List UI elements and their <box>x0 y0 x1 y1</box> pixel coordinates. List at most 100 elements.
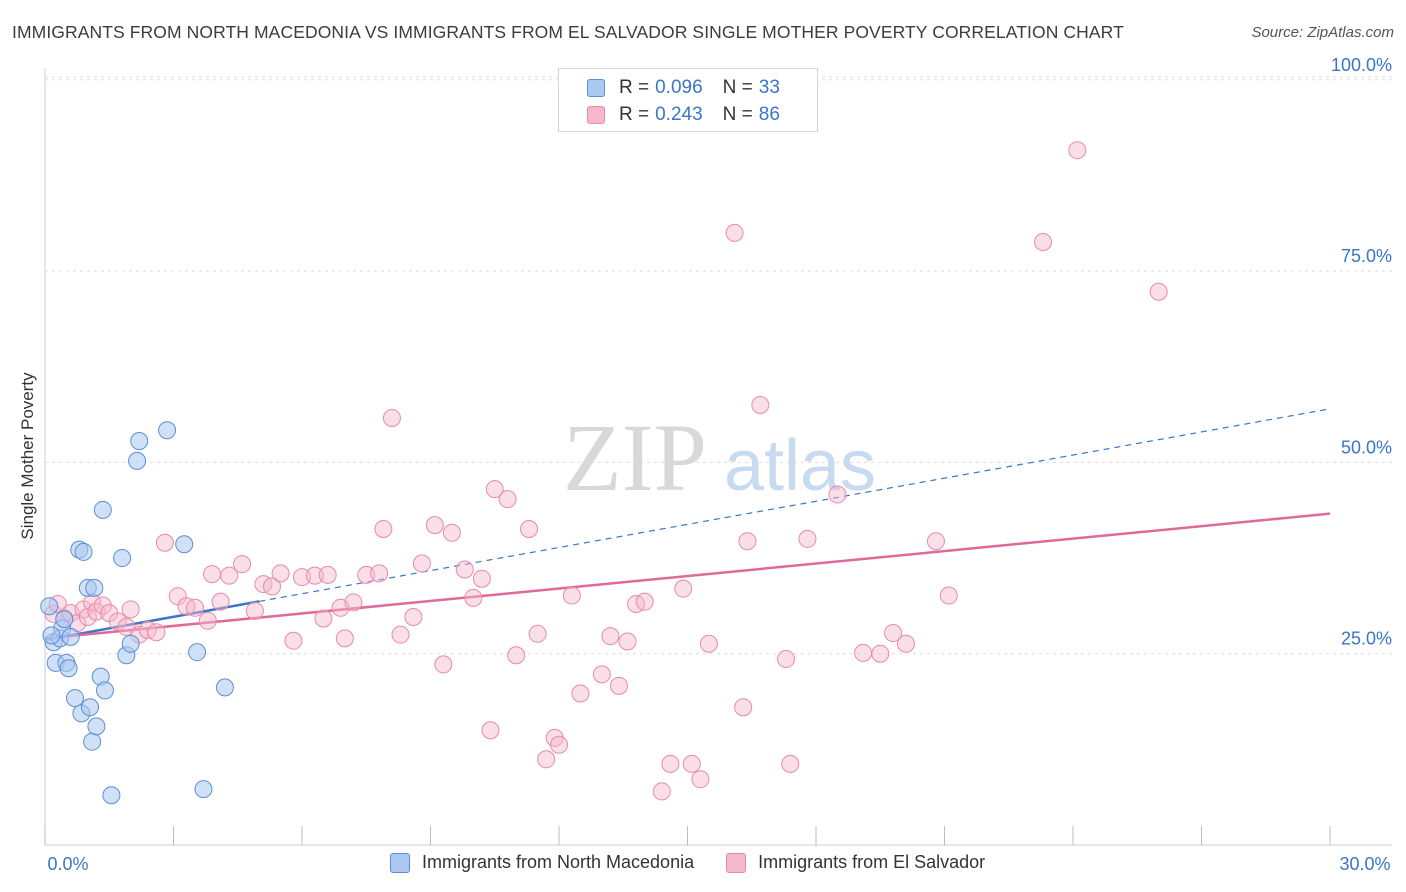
watermark-zip: ZIP <box>563 404 707 511</box>
data-point-el-salvador <box>284 631 303 650</box>
data-point-north-macedonia <box>40 597 59 616</box>
source-note: Source: ZipAtlas.com <box>1251 24 1394 41</box>
data-point-el-salvador <box>442 523 461 542</box>
data-point-el-salvador <box>198 611 217 630</box>
data-point-el-salvador <box>661 754 680 773</box>
data-point-el-salvador <box>507 646 526 665</box>
legend-n-value: 86 <box>758 104 780 125</box>
legend-n-label: N = <box>722 77 753 98</box>
legend-item-el-salvador[interactable]: Immigrants from El Salvador <box>726 852 985 873</box>
data-point-el-salvador <box>335 629 354 648</box>
legend-swatch-north-macedonia <box>390 852 410 873</box>
data-point-el-salvador <box>245 601 264 620</box>
data-point-el-salvador <box>550 735 568 754</box>
data-point-el-salvador <box>78 607 97 626</box>
data-point-el-salvador <box>777 650 796 669</box>
data-point-el-salvador <box>357 565 376 584</box>
legend-item-north-macedonia[interactable]: Immigrants from North Macedonia <box>390 852 694 873</box>
y-tick-label: 25.0% <box>1341 629 1392 649</box>
data-point-el-salvador <box>1149 282 1168 301</box>
data-point-el-salvador <box>674 579 693 598</box>
data-point-el-salvador <box>155 533 174 552</box>
data-point-north-macedonia <box>83 732 102 751</box>
legend-n-label: N = <box>722 104 753 125</box>
data-point-el-salvador <box>854 643 873 662</box>
data-point-north-macedonia <box>188 643 207 662</box>
series-el-salvador-points <box>44 141 1168 801</box>
data-point-el-salvador <box>305 566 324 585</box>
data-point-el-salvador <box>691 770 710 789</box>
data-point-el-salvador <box>871 644 890 663</box>
data-point-el-salvador <box>781 754 800 773</box>
data-point-north-macedonia <box>59 659 78 678</box>
legend-swatch-el-salvador <box>587 106 605 124</box>
data-point-el-salvador <box>592 665 611 684</box>
correlation-legend: R = 0.096 N = 33 R = 0.243 N = 86 <box>558 68 818 132</box>
legend-r-value: 0.096 <box>655 77 703 98</box>
legend-row-el-salvador: R = 0.243 N = 86 <box>587 102 780 128</box>
data-point-el-salvador <box>1068 141 1087 160</box>
data-point-el-salvador <box>374 519 393 538</box>
data-point-el-salvador <box>434 655 453 674</box>
data-point-el-salvador <box>318 565 337 584</box>
data-point-el-salvador <box>537 750 556 769</box>
data-point-el-salvador <box>121 600 140 619</box>
legend-label-north-macedonia: Immigrants from North Macedonia <box>422 852 695 872</box>
data-point-el-salvador <box>220 566 239 585</box>
data-point-north-macedonia <box>42 626 61 645</box>
data-point-el-salvador <box>263 577 282 596</box>
legend-r-label: R = <box>619 77 650 98</box>
axes: 0.0% 30.0% <box>44 68 1392 874</box>
data-point-el-salvador <box>185 598 204 617</box>
data-point-el-salvador <box>455 560 474 579</box>
data-point-el-salvador <box>528 624 547 643</box>
data-point-north-macedonia <box>113 549 132 568</box>
data-point-north-macedonia <box>55 610 74 629</box>
data-point-el-salvador <box>635 592 654 611</box>
data-point-el-salvador <box>751 396 770 415</box>
watermark: ZIP atlas <box>563 404 876 511</box>
trend-lines <box>44 408 1331 642</box>
data-point-el-salvador <box>314 609 333 628</box>
data-point-el-salvador <box>464 588 483 607</box>
data-point-el-salvador <box>211 592 230 611</box>
data-point-el-salvador <box>725 223 744 242</box>
data-point-north-macedonia <box>80 698 99 717</box>
y-ticks: 25.0% 50.0% 75.0% 100.0% <box>1331 55 1392 649</box>
data-point-el-salvador <box>498 490 517 509</box>
data-point-el-salvador <box>203 565 222 584</box>
data-point-el-salvador <box>481 721 500 740</box>
trend-line-el-salvador <box>44 512 1331 640</box>
trend-line-north-macedonia <box>44 600 260 642</box>
data-point-el-salvador <box>520 519 539 538</box>
data-point-el-salvador <box>562 586 581 605</box>
legend-n-value: 33 <box>758 77 780 98</box>
data-point-el-salvador <box>391 625 410 644</box>
data-point-el-salvador <box>1034 233 1053 252</box>
data-point-el-salvador <box>425 516 444 535</box>
data-point-el-salvador <box>147 623 166 642</box>
trend-line-north-macedonia-projection <box>259 408 1331 603</box>
chart-title: IMMIGRANTS FROM NORTH MACEDONIA VS IMMIG… <box>12 22 1124 42</box>
data-point-el-salvador <box>896 634 915 653</box>
data-point-north-macedonia <box>121 634 140 653</box>
data-point-el-salvador <box>412 554 431 573</box>
data-point-el-salvador <box>108 612 127 631</box>
data-point-el-salvador <box>798 529 817 548</box>
legend-swatch-el-salvador <box>726 852 747 873</box>
data-point-north-macedonia <box>158 421 177 440</box>
y-tick-label: 75.0% <box>1341 246 1392 266</box>
data-point-north-macedonia <box>102 786 121 805</box>
x-tick-label: 0.0% <box>47 854 88 874</box>
legend-row-north-macedonia: R = 0.096 N = 33 <box>587 75 780 101</box>
data-point-north-macedonia <box>85 578 104 597</box>
y-axis-label: Single Mother Poverty <box>18 372 37 540</box>
data-point-north-macedonia <box>130 431 149 450</box>
data-point-north-macedonia <box>128 451 147 470</box>
data-point-north-macedonia <box>95 681 114 700</box>
data-point-north-macedonia <box>194 780 213 799</box>
series-legend: Immigrants from North Macedonia Immigran… <box>390 852 985 873</box>
data-point-el-salvador <box>828 485 847 504</box>
data-point-north-macedonia <box>65 689 84 708</box>
